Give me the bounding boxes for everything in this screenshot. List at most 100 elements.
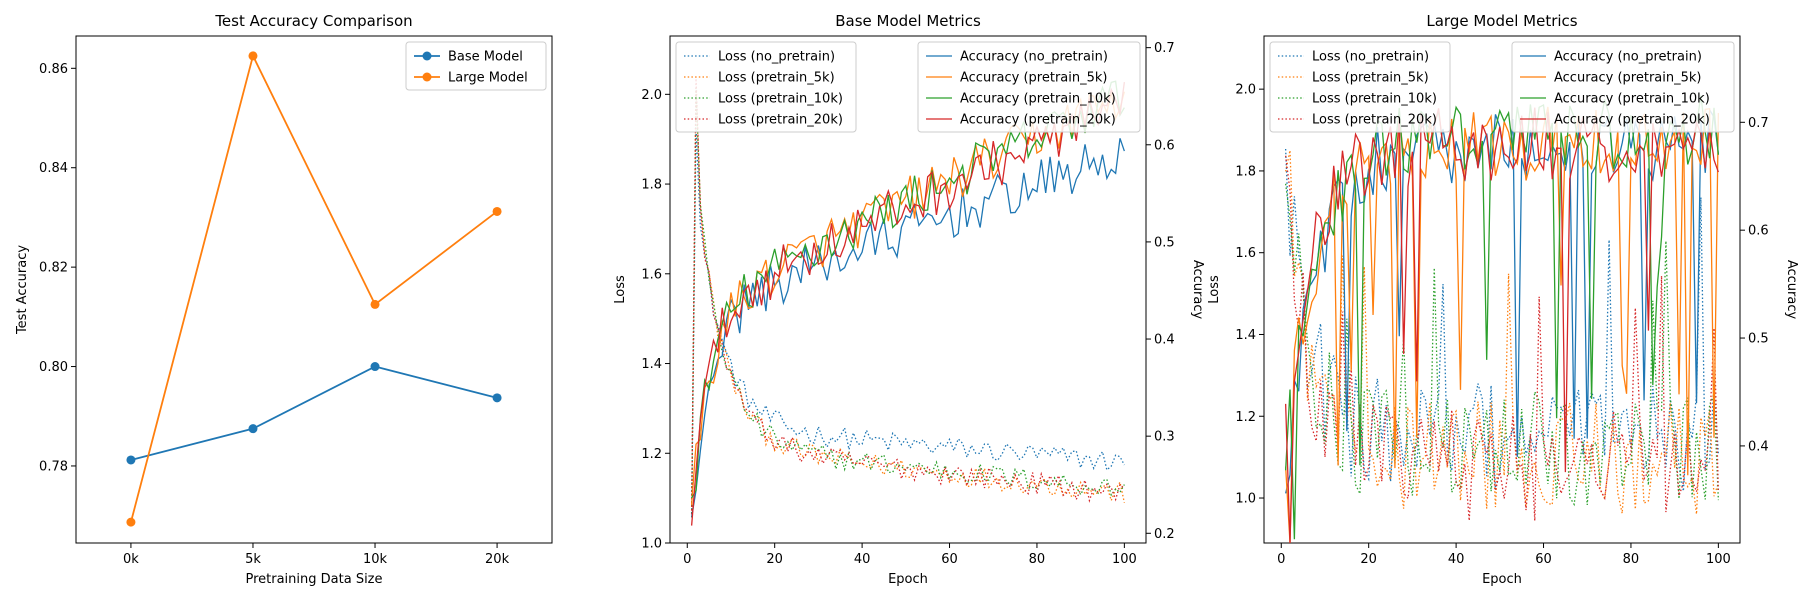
x-tick-label: 60 [941, 552, 958, 567]
legend-label: Loss (no_pretrain) [1312, 50, 1429, 65]
legend-label: Loss (pretrain_20k) [718, 113, 843, 128]
x-tick-label: 10k [363, 552, 388, 567]
panel-test-accuracy: 0k 5k 10k 20k 0.78 0.80 0.82 0.84 0.86 Test Accur… [15, 12, 553, 587]
x-axis-label: Epoch [888, 572, 928, 587]
x-axis-label: Pretraining Data Size [245, 572, 382, 587]
loss-line [690, 90, 1125, 515]
panel-metrics-1: 0 20 40 60 80 100 1.0 1.2 1.4 1.6 1.8 2.0 0.2 0.3 0.4 0… [613, 12, 1205, 587]
legend-label: Loss (pretrain_5k) [1312, 71, 1429, 86]
legend-label: Loss (pretrain_5k) [718, 71, 835, 86]
legend-label: Loss (pretrain_20k) [1312, 113, 1437, 128]
legend-box-accuracy [917, 41, 1141, 133]
y-tick-label: 1.6 [1235, 246, 1256, 261]
y2-tick-label: 0.2 [1154, 527, 1175, 542]
y2-tick-label: 0.6 [1154, 138, 1175, 153]
data-point [370, 362, 380, 372]
y-tick-label: 1.6 [641, 267, 662, 282]
panel-metrics-2: 0 20 40 60 80 100 1.0 1.2 1.4 1.6 1.8 2.0 0.4 0.5 0.6 0… [1207, 12, 1799, 587]
x-tick-label: 20 [766, 552, 783, 567]
loss-line [690, 87, 1125, 518]
y-axis-label: Test Accuracy [15, 245, 30, 335]
x-tick-label: 40 [1448, 552, 1465, 567]
series-line [130, 365, 498, 461]
accuracy-line [690, 82, 1126, 526]
legend-label: Accuracy (pretrain_20k) [960, 113, 1116, 128]
loss-line [1284, 183, 1720, 507]
data-point [370, 299, 380, 309]
y-tick-label: 0.84 [39, 161, 68, 176]
loss-line [1284, 155, 1720, 521]
accuracy-line [690, 138, 1125, 518]
y2-tick-label: 0.7 [1748, 116, 1769, 131]
y2-axis-label: Accuracy [1190, 260, 1205, 320]
plot-frame [669, 35, 1147, 544]
y-tick-label: 2.0 [1235, 83, 1256, 98]
x-tick-label: 20k [485, 552, 510, 567]
x-tick-label: 80 [1029, 552, 1046, 567]
legend-label: Accuracy (pretrain_5k) [960, 71, 1108, 86]
legend-label: Accuracy (pretrain_20k) [1554, 113, 1710, 128]
legend-label: Accuracy (no_pretrain) [960, 50, 1108, 65]
y-tick-label: 1.4 [641, 357, 662, 372]
y-tick-label: 1.0 [641, 537, 662, 552]
chart-title: Large Model Metrics [1426, 12, 1577, 30]
loss-line [690, 127, 1125, 514]
y-tick-label: 1.2 [641, 447, 662, 462]
x-tick-label: 100 [1706, 552, 1731, 567]
y2-tick-label: 0.5 [1748, 332, 1769, 347]
legend-box-loss [675, 41, 857, 133]
y-axis-label: Loss [1207, 275, 1222, 304]
legend-swatch-marker [422, 72, 432, 82]
chart-title: Test Accuracy Comparison [214, 12, 412, 30]
y-tick-label: 1.4 [1235, 328, 1256, 343]
legend-label: Loss (pretrain_10k) [1312, 92, 1437, 107]
data-point [126, 455, 136, 465]
y-tick-label: 1.0 [1235, 492, 1256, 507]
x-tick-label: 60 [1535, 552, 1552, 567]
data-point [248, 51, 258, 61]
plot-frame [1263, 35, 1741, 544]
accuracy-line [1284, 107, 1719, 544]
x-tick-label: 0 [1277, 552, 1285, 567]
y-tick-label: 2.0 [641, 88, 662, 103]
x-tick-label: 0k [123, 552, 139, 567]
data-point [248, 424, 258, 434]
y-tick-label: 0.82 [39, 261, 68, 276]
x-tick-label: 5k [245, 552, 261, 567]
legend-label: Accuracy (pretrain_10k) [1554, 92, 1710, 107]
data-point [492, 393, 502, 403]
legend-box-loss [1269, 41, 1451, 133]
y2-tick-label: 0.4 [1154, 333, 1175, 348]
x-tick-label: 100 [1112, 552, 1137, 567]
y-tick-label: 1.2 [1235, 410, 1256, 425]
legend-label: Loss (no_pretrain) [718, 50, 835, 65]
data-point [126, 517, 136, 527]
legend-label: Large Model [448, 71, 528, 86]
legend-box [405, 41, 547, 91]
x-tick-label: 80 [1623, 552, 1640, 567]
legend-label: Accuracy (no_pretrain) [1554, 50, 1702, 65]
legend-box-accuracy [1511, 41, 1735, 133]
y2-axis-label: Accuracy [1784, 260, 1799, 320]
y2-tick-label: 0.7 [1154, 41, 1175, 56]
x-tick-label: 40 [854, 552, 871, 567]
loss-line [690, 76, 1125, 515]
loss-line [1284, 149, 1720, 492]
legend-swatch-marker [422, 51, 432, 61]
loss-line [1284, 150, 1719, 515]
y2-tick-label: 0.3 [1154, 430, 1175, 445]
legend-label: Accuracy (pretrain_10k) [960, 92, 1116, 107]
legend-label: Accuracy (pretrain_5k) [1554, 71, 1702, 86]
accuracy-line [1284, 95, 1720, 540]
y2-tick-label: 0.6 [1748, 224, 1769, 239]
x-axis-label: Epoch [1482, 572, 1522, 587]
x-tick-label: 20 [1360, 552, 1377, 567]
series-line [130, 53, 498, 523]
legend-label: Loss (pretrain_10k) [718, 92, 843, 107]
plot-frame [75, 35, 553, 544]
data-point [492, 206, 502, 216]
y-tick-label: 0.86 [39, 62, 68, 77]
y2-tick-label: 0.5 [1154, 235, 1175, 250]
y-tick-label: 1.8 [641, 178, 662, 193]
